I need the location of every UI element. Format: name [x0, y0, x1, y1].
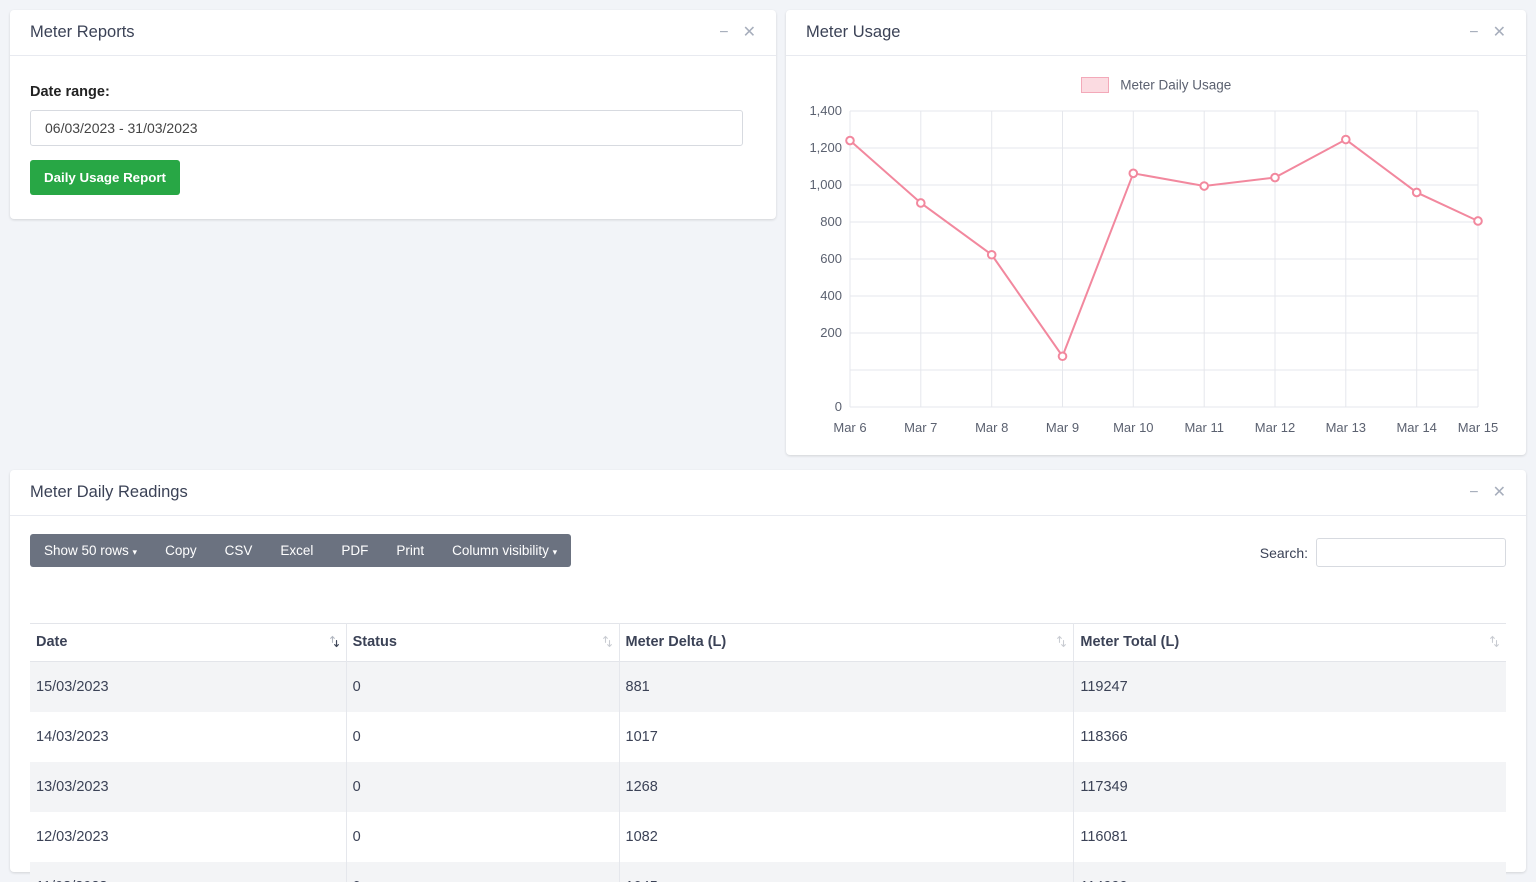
svg-text:200: 200: [820, 325, 842, 340]
svg-text:Mar 13: Mar 13: [1326, 420, 1366, 435]
svg-text:Mar 8: Mar 8: [975, 420, 1008, 435]
svg-text:Mar 14: Mar 14: [1396, 420, 1436, 435]
svg-text:0: 0: [835, 399, 842, 414]
svg-text:1,000: 1,000: [809, 177, 842, 192]
svg-text:Mar 12: Mar 12: [1255, 420, 1295, 435]
svg-text:600: 600: [820, 251, 842, 266]
svg-text:Mar 9: Mar 9: [1046, 420, 1079, 435]
svg-text:1,200: 1,200: [809, 140, 842, 155]
svg-text:Mar 11: Mar 11: [1184, 420, 1224, 435]
svg-text:800: 800: [820, 214, 842, 229]
svg-text:400: 400: [820, 288, 842, 303]
svg-text:Mar 15: Mar 15: [1458, 420, 1498, 435]
svg-text:1,400: 1,400: [809, 103, 842, 118]
svg-text:Mar 6: Mar 6: [833, 420, 866, 435]
svg-text:Mar 10: Mar 10: [1113, 420, 1153, 435]
svg-text:Mar 7: Mar 7: [904, 420, 937, 435]
